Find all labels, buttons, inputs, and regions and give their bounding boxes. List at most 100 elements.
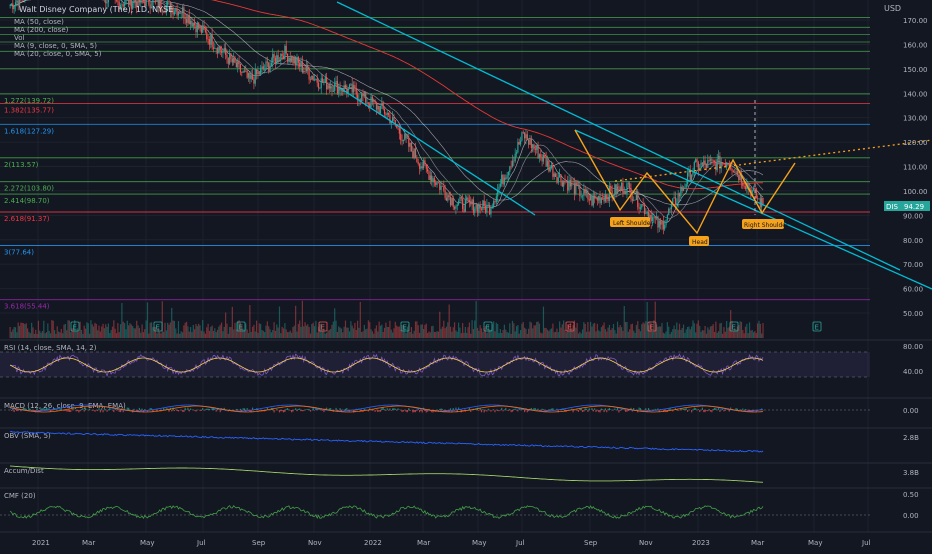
candle-body-221 — [307, 65, 308, 71]
volume-bar-21 — [38, 321, 39, 338]
macd-hist-467 — [638, 408, 639, 410]
volume-bar-389 — [533, 325, 534, 338]
volume-bar-192 — [268, 326, 269, 338]
macd-hist-3 — [14, 410, 15, 412]
candle-body-511 — [698, 162, 699, 170]
volume-bar-507 — [692, 320, 693, 338]
volume-bar-450 — [616, 334, 617, 338]
volume-bar-428 — [586, 332, 587, 338]
candle-body-313 — [431, 176, 432, 182]
candle-body-390 — [535, 149, 536, 150]
candle-body-288 — [397, 128, 398, 129]
candle-body-345 — [474, 209, 475, 213]
right-shoulder-label: Right Shoulder — [742, 219, 789, 229]
volume-bar-498 — [680, 330, 681, 338]
volume-bar-489 — [668, 327, 669, 338]
macd-hist-150 — [212, 408, 213, 410]
volume-bar-348 — [478, 331, 479, 338]
candle-body-419 — [574, 183, 575, 194]
volume-bar-123 — [175, 328, 176, 338]
volume-bar-472 — [645, 321, 646, 338]
candle-body-202 — [282, 54, 283, 56]
volume-bar-432 — [591, 327, 592, 338]
macd-hist-502 — [686, 408, 687, 410]
volume-bar-11 — [24, 324, 25, 338]
candle-body-436 — [597, 198, 598, 201]
macd-hist-88 — [128, 408, 129, 410]
volume-bar-279 — [385, 323, 386, 338]
candle-body-292 — [403, 140, 404, 141]
price-tick-0: 170.00 — [903, 17, 928, 25]
time-tick-7: Mar — [417, 539, 430, 547]
volume-bar-258 — [357, 321, 358, 338]
time-tick-3: Jul — [196, 539, 206, 547]
candle-body-442 — [605, 195, 606, 202]
candle-body-97 — [140, 0, 141, 2]
volume-bar-284 — [392, 332, 393, 338]
macd-hist-120 — [171, 410, 172, 411]
volume-bar-62 — [93, 327, 94, 338]
volume-bar-470 — [643, 322, 644, 338]
macd-hist-403 — [552, 408, 553, 410]
volume-bar-42 — [66, 330, 67, 338]
volume-bar-149 — [210, 327, 211, 338]
volume-bar-289 — [399, 326, 400, 338]
volume-bar-490 — [669, 334, 670, 338]
volume-bar-102 — [147, 302, 148, 338]
candle-body-388 — [532, 144, 533, 148]
volume-bar-253 — [350, 321, 351, 338]
volume-bar-347 — [477, 328, 478, 338]
volume-bar-343 — [471, 320, 472, 338]
candle-body-459 — [628, 183, 629, 184]
candle-body-300 — [414, 148, 415, 158]
volume-bar-101 — [146, 320, 147, 338]
candle-body-79 — [116, 0, 117, 1]
volume-bar-301 — [415, 321, 416, 338]
volume-bar-59 — [89, 334, 90, 338]
volume-bar-158 — [222, 331, 223, 338]
volume-bar-452 — [618, 327, 619, 338]
earnings-text-6: E — [568, 324, 572, 332]
macd-hist-223 — [310, 410, 311, 412]
candle-body-338 — [465, 200, 466, 212]
volume-bar-197 — [275, 331, 276, 338]
volume-bar-40 — [63, 325, 64, 338]
candle-body-490 — [669, 209, 670, 210]
volume-bar-275 — [380, 326, 381, 338]
candle-body-342 — [470, 202, 471, 205]
volume-bar-80 — [117, 323, 118, 338]
macd-hist-286 — [395, 409, 396, 410]
candle-body-523 — [714, 161, 715, 162]
volume-bar-553 — [754, 331, 755, 338]
macd-hist-226 — [314, 410, 315, 411]
candle-body-372 — [511, 166, 512, 167]
candle-body-279 — [385, 114, 386, 115]
candle-body-465 — [636, 191, 637, 200]
macd-hist-55 — [84, 410, 85, 412]
candle-body-354 — [486, 205, 487, 213]
macd-hist-153 — [216, 410, 217, 412]
candle-body-509 — [695, 159, 696, 162]
candle-body-445 — [609, 186, 610, 201]
candle-body-249 — [345, 85, 346, 89]
candle-body-303 — [418, 162, 419, 164]
candle-body-153 — [216, 48, 217, 49]
macd-hist-283 — [391, 410, 392, 411]
volume-bar-210 — [292, 327, 293, 338]
macd-hist-216 — [300, 410, 301, 411]
volume-bar-116 — [166, 330, 167, 338]
volume-bar-391 — [536, 322, 537, 338]
volume-bar-68 — [101, 326, 102, 338]
volume-bar-365 — [501, 333, 502, 338]
candle-body-356 — [489, 205, 490, 215]
macd-hist-458 — [626, 410, 627, 412]
volume-bar-332 — [457, 332, 458, 338]
volume-bar-274 — [379, 322, 380, 338]
price-tick-5: 120.00 — [903, 139, 928, 147]
candle-body-244 — [338, 86, 339, 93]
candle-body-389 — [533, 144, 534, 148]
volume-bar-298 — [411, 327, 412, 338]
volume-bar-308 — [424, 325, 425, 338]
volume-bar-60 — [90, 320, 91, 338]
